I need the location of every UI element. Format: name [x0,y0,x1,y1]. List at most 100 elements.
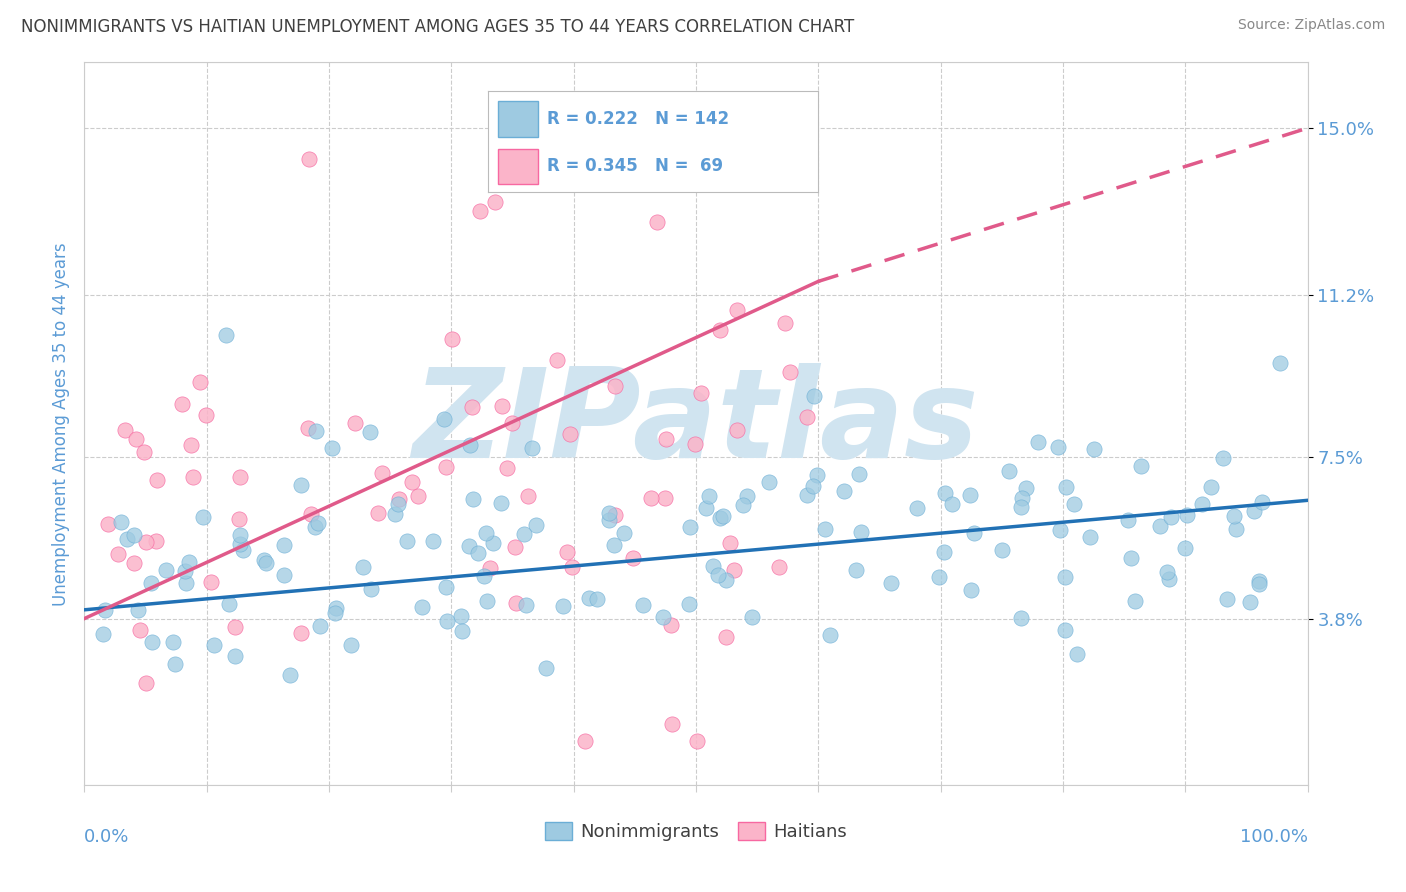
Point [495,460,517,475]
Point [229,528,252,542]
Point [298,152,321,166]
Point [484,195,506,210]
Text: Source: ZipAtlas.com: Source: ZipAtlas.com [1237,18,1385,32]
Point [659,618,682,632]
Point [1199,480,1222,494]
Y-axis label: Unemployment Among Ages 35 to 44 years: Unemployment Among Ages 35 to 44 years [52,242,70,606]
Point [685,734,707,748]
Point [524,518,547,533]
Point [450,608,472,623]
Point [723,563,745,577]
Point [801,478,824,492]
Point [814,522,837,536]
Point [1268,356,1291,370]
Text: 100.0%: 100.0% [1240,829,1308,847]
Point [845,563,868,577]
Point [194,408,217,422]
Point [273,538,295,552]
Point [340,638,363,652]
Point [963,526,986,541]
Point [707,568,730,582]
Point [482,535,505,549]
Point [683,437,706,451]
Point [254,556,277,570]
Point [880,576,903,591]
Point [1212,451,1234,466]
Point [647,215,669,229]
Point [1149,519,1171,533]
Point [135,675,157,690]
Point [803,389,825,403]
Point [145,473,167,487]
Point [450,624,472,638]
Point [253,553,276,567]
Point [560,427,582,442]
Point [323,606,346,620]
Point [441,332,464,346]
Point [371,466,394,480]
Point [796,488,818,502]
Point [1239,595,1261,609]
Point [107,547,129,561]
Point [468,204,491,219]
Point [960,582,983,597]
Point [1121,550,1143,565]
Point [513,526,536,541]
Point [603,538,626,552]
Point [603,378,626,392]
Point [932,544,955,558]
Point [655,432,678,446]
Point [1054,480,1077,494]
Point [174,575,197,590]
Point [1083,442,1105,456]
Point [1010,500,1032,514]
Point [132,445,155,459]
Point [406,490,429,504]
Point [1250,495,1272,509]
Point [162,635,184,649]
Point [1011,491,1033,505]
Point [640,491,662,505]
Point [605,508,627,523]
Point [735,489,758,503]
Point [180,438,202,452]
Point [125,433,148,447]
Point [475,593,498,607]
Point [122,556,145,570]
Point [434,460,457,475]
Point [1249,574,1271,588]
Point [229,536,252,550]
Point [997,464,1019,478]
Point [411,599,433,614]
Point [578,591,600,605]
Point [200,574,222,589]
Point [516,489,538,503]
Point [941,497,963,511]
Point [232,543,254,558]
Point [1118,513,1140,527]
Point [177,555,200,569]
Point [155,563,177,577]
Point [1191,497,1213,511]
Point [991,543,1014,558]
Point [94,603,117,617]
Point [613,525,636,540]
Point [621,551,644,566]
Point [367,506,389,520]
Point [388,492,411,507]
Point [1156,566,1178,580]
Point [305,424,328,438]
Point [129,623,152,637]
Point [905,501,928,516]
Point [934,486,956,500]
Point [309,619,332,633]
Point [709,323,731,337]
Point [775,316,797,330]
Point [1225,522,1247,536]
Point [849,525,872,540]
Point [122,528,145,542]
Point [224,648,246,663]
Point [1160,509,1182,524]
Point [301,507,323,521]
Point [467,546,489,560]
